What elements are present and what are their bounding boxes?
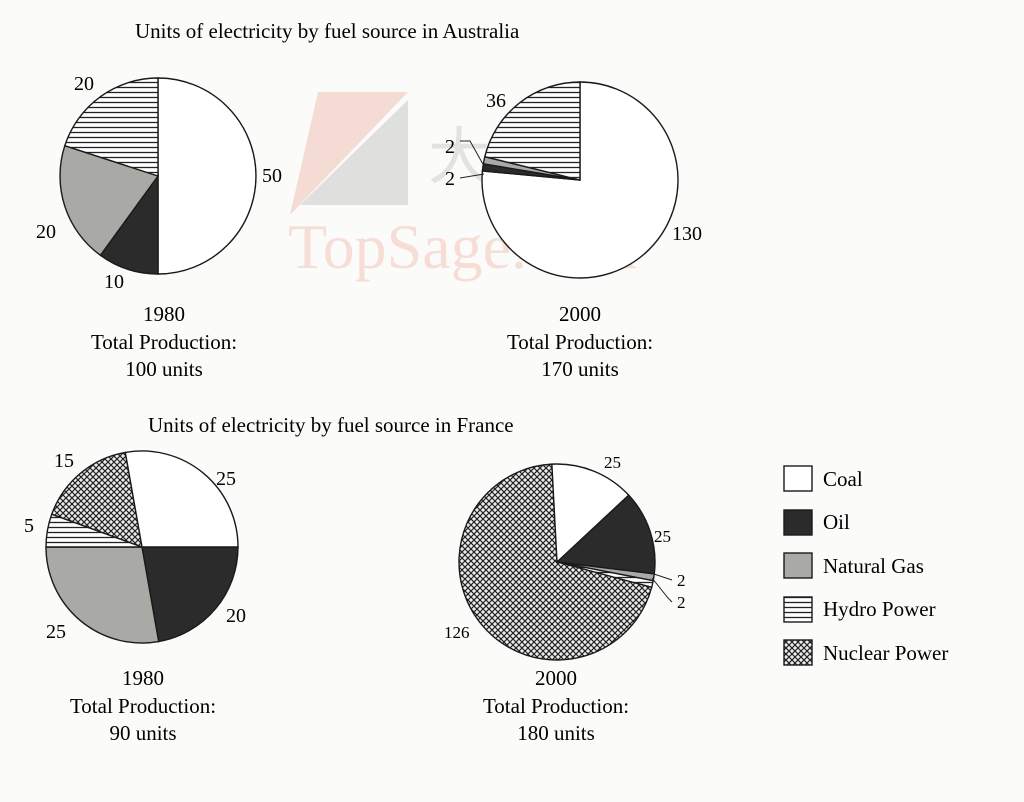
legend-swatch-oil [783, 509, 813, 536]
legend-label-gas: Natural Gas [823, 554, 924, 578]
slice-label-fr1980-coal: 25 [216, 468, 236, 490]
france-title: Units of electricity by fuel source in F… [148, 413, 514, 437]
caption-fr2000-total-label: Total Production: [483, 694, 629, 718]
legend-label-hydro: Hydro Power [823, 597, 936, 621]
slice-label-aus1980-coal: 50 [262, 165, 282, 187]
slice-label-fr2000-gas: 2 [677, 571, 686, 590]
legend-swatch-hydro [783, 596, 813, 623]
caption-aus1980-total-value: 100 units [125, 357, 203, 381]
legend-label-coal: Coal [823, 467, 863, 491]
slice-label-aus1980-hydro: 20 [74, 73, 94, 95]
slice-label-fr2000-nuclear: 126 [444, 623, 470, 642]
legend-swatch-coal [783, 465, 813, 492]
slice-label-aus2000-gas: 2 [445, 136, 455, 158]
slice-label-aus2000-coal: 130 [672, 223, 702, 245]
leader-lines-aus2000 [459, 140, 485, 179]
pie-slice-fr1980-coal [124, 450, 239, 548]
legend-label-nuclear: Nuclear Power [823, 641, 948, 665]
pie-slice-fr1980-natural-gas [45, 546, 160, 644]
slice-label-aus1980-gas: 20 [36, 221, 56, 243]
pie-slice-aus1980-hydro-power [63, 77, 159, 177]
legend-swatch-nuclear [783, 639, 813, 666]
leader-lines-fr2000 [651, 573, 673, 603]
pie-slice-aus1980-coal [157, 77, 257, 275]
caption-aus1980-year: 1980 [143, 302, 185, 326]
watermark-logo-shape-2 [300, 100, 408, 205]
legend-label-oil: Oil [823, 510, 850, 534]
pie-slice-aus2000-hydro-power [483, 81, 581, 181]
slice-label-fr1980-gas: 25 [46, 621, 66, 643]
caption-fr1980-year: 1980 [122, 666, 164, 690]
pie-slice-fr2000-oil [555, 494, 656, 575]
watermark-logo-shape [290, 92, 408, 215]
pie-slice-fr1980-oil [141, 546, 239, 643]
pie-slice-fr2000-coal [551, 463, 630, 564]
slice-label-aus1980-oil: 10 [104, 271, 124, 293]
caption-fr2000-year: 2000 [535, 666, 577, 690]
slice-label-fr1980-hydro: 5 [24, 515, 34, 537]
legend: Coal Oil Natural Gas Hydro Power Nuclear… [783, 465, 948, 666]
legend-swatch-gas [783, 552, 813, 579]
caption-aus2000-total-value: 170 units [541, 357, 619, 381]
slice-label-fr2000-oil: 25 [654, 527, 671, 546]
slice-label-fr1980-nuclear: 15 [54, 450, 74, 472]
caption-fr1980-total-label: Total Production: [70, 694, 216, 718]
pie-slice-fr2000-nuclear-power [458, 463, 653, 661]
caption-aus2000-total-label: Total Production: [507, 330, 653, 354]
pie-slice-fr1980-nuclear-power [50, 451, 143, 549]
slice-label-fr1980-oil: 20 [226, 605, 246, 627]
caption-aus1980-total-label: Total Production: [91, 330, 237, 354]
slice-label-aus2000-oil: 2 [445, 168, 455, 190]
slice-label-aus2000-hydro: 36 [486, 90, 506, 112]
slice-label-fr2000-coal: 25 [604, 453, 621, 472]
slice-label-fr2000-hydro: 2 [677, 593, 686, 612]
caption-fr1980-total-value: 90 units [109, 721, 176, 745]
caption-fr2000-total-value: 180 units [517, 721, 595, 745]
pie-slice-aus1980-natural-gas [59, 144, 160, 257]
caption-aus2000-year: 2000 [559, 302, 601, 326]
australia-title: Units of electricity by fuel source in A… [135, 19, 520, 43]
